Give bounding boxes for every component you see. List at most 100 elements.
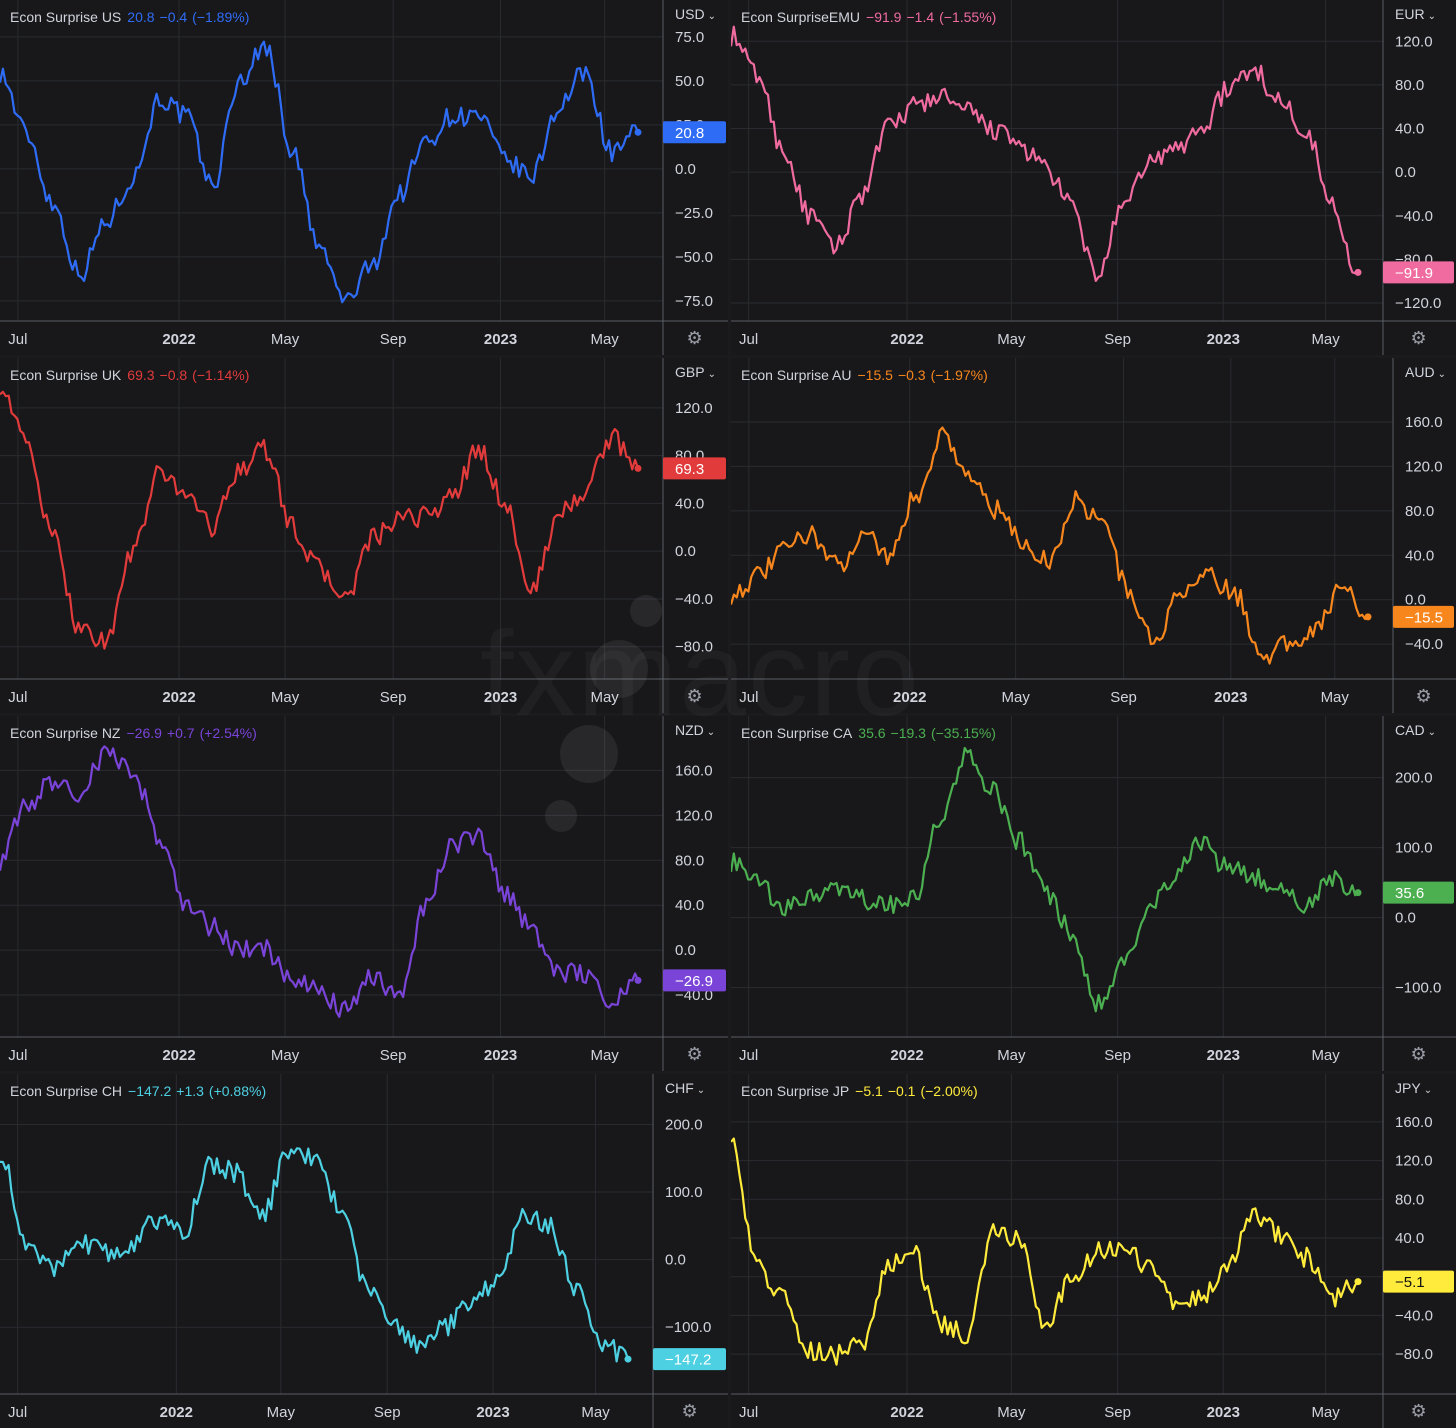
price-badge	[1383, 881, 1454, 904]
y-tick-label: −40.0	[1395, 208, 1433, 225]
chart-svg: 160.0120.080.040.00.0−40.0−80.0−5.1Jul20…	[731, 1074, 1456, 1428]
panel-au[interactable]: 160.0 120.0 80.0 40.0 0.0 −40.0 −15.5 Jul 2022 Ma…	[731, 358, 1456, 713]
chart-svg: 200.0 100.0 0.0 −100.0 35.6 Jul 2022 May Sep 2023…	[731, 716, 1456, 1071]
chart-svg: 75.050.025.00.0−25.0−50.0−75.020.8Jul202…	[0, 0, 728, 355]
legend-pct: (−35.15%)	[930, 725, 996, 741]
gear-icon[interactable]: ⚙	[1410, 328, 1427, 348]
legend-change: −0.8	[159, 367, 188, 383]
panel-ch[interactable]: 200.0 100.0 0.0 −100.0 −147.2 Jul 2022 May Sep 20…	[0, 1074, 728, 1428]
legend-pct: (+2.54%)	[199, 725, 257, 741]
currency-selector[interactable]: NZD ⌄	[675, 722, 715, 738]
panel-nz[interactable]: 160.0 120.0 80.0 40.0 0.0 −40.0 −26.9 Jul 2022 Ma…	[0, 716, 728, 1071]
x-tick-label: Sep	[1104, 331, 1131, 348]
y-tick-label: 200.0	[665, 1116, 703, 1133]
price-badge	[663, 969, 726, 992]
panel-emu[interactable]: 120.0 80.0 40.0 0.0 −40.0 −80.0 −120.0 −91.9 Jul…	[731, 0, 1456, 355]
gear-icon[interactable]: ⚙	[1415, 686, 1432, 706]
x-tick-label: May	[997, 1404, 1026, 1421]
x-tick-label: 2022	[890, 1047, 923, 1064]
legend-change: −0.3	[897, 367, 926, 383]
legend-title: Econ SurpriseEMU	[741, 9, 861, 25]
x-tick-label: Jul	[739, 1047, 758, 1064]
chart-svg: 200.0 100.0 0.0 −100.0 −147.2 Jul 2022 May Sep 20…	[0, 1074, 728, 1428]
currency-selector[interactable]: CAD ⌄	[1395, 722, 1436, 738]
currency-selector[interactable]: JPY ⌄	[1395, 1080, 1432, 1096]
gear-icon[interactable]: ⚙	[1410, 1044, 1427, 1064]
y-tick-label: 0.0	[675, 942, 696, 959]
y-tick-label: −40.0	[1405, 636, 1443, 653]
legend-au: Econ Surprise AU −15.5 −0.3 (−1.97%)	[741, 367, 993, 383]
chevron-down-icon: ⌄	[707, 11, 716, 22]
panel-jp[interactable]: 160.0120.080.040.00.0−40.0−80.0−5.1Jul20…	[731, 1074, 1456, 1428]
y-tick-label: 40.0	[1405, 547, 1434, 564]
legend-title: Econ Surprise CH	[10, 1083, 123, 1099]
currency-selector[interactable]: USD ⌄	[675, 6, 716, 22]
x-tick-label: Sep	[380, 331, 407, 348]
legend-pct: (−1.89%)	[192, 9, 250, 25]
y-tick-label: 80.0	[1395, 1191, 1424, 1208]
legend-change: −0.4	[159, 9, 188, 25]
price-badge-label: 69.3	[675, 461, 704, 478]
y-tick-label: 0.0	[1395, 164, 1416, 181]
price-badge	[1383, 1270, 1454, 1293]
y-tick-label: −80.0	[675, 639, 713, 656]
y-tick-label: 80.0	[1395, 77, 1424, 94]
chart-svg: 120.080.040.00.0−40.0−80.0−120.0−91.9Jul…	[731, 0, 1456, 355]
y-tick-label: 80.0	[1405, 503, 1434, 520]
y-tick-label: 40.0	[675, 897, 704, 914]
y-tick-label: −25.0	[675, 205, 713, 222]
last-value-dot	[1354, 889, 1362, 897]
x-tick-label: 2022	[162, 331, 195, 348]
y-tick-label: 120.0	[1395, 33, 1433, 50]
gear-icon[interactable]: ⚙	[1410, 1401, 1427, 1421]
price-badge-label: −15.5	[1405, 609, 1443, 626]
x-tick-label: 2022	[890, 331, 923, 348]
legend-value: −147.2	[128, 1083, 172, 1099]
series-line	[0, 40, 640, 304]
y-tick-label: 50.0	[675, 73, 704, 90]
legend-title: Econ Surprise UK	[10, 367, 122, 383]
x-tick-label: May	[590, 689, 619, 706]
chevron-down-icon: ⌄	[706, 727, 716, 738]
chevron-down-icon: ⌄	[696, 1085, 706, 1096]
legend-us: Econ Surprise US 20.8 −0.4 (−1.89%)	[10, 9, 254, 25]
legend-emu: Econ SurpriseEMU −91.9 −1.4 (−1.55%)	[741, 9, 1001, 25]
gear-icon[interactable]: ⚙	[686, 686, 703, 706]
gear-icon[interactable]: ⚙	[686, 328, 703, 348]
price-badge-label: −5.1	[1395, 1274, 1425, 1291]
last-value-dot	[1354, 268, 1362, 276]
y-tick-label: 40.0	[1395, 1230, 1424, 1247]
panel-us[interactable]: 75.050.025.00.0−25.0−50.0−75.020.8Jul202…	[0, 0, 728, 355]
legend-change: −19.3	[890, 725, 926, 741]
price-badge	[1393, 605, 1454, 628]
currency-label: AUD	[1405, 364, 1435, 380]
gear-icon[interactable]: ⚙	[686, 1044, 703, 1064]
legend-uk: Econ Surprise UK 69.3 −0.8 (−1.14%)	[10, 367, 254, 383]
legend-value: −15.5	[857, 367, 893, 383]
x-tick-label: May	[271, 689, 300, 706]
legend-title: Econ Surprise AU	[741, 367, 852, 383]
legend-change: −0.1	[887, 1083, 916, 1099]
y-tick-label: 75.0	[675, 29, 704, 46]
x-tick-label: Sep	[380, 1047, 407, 1064]
gear-icon[interactable]: ⚙	[681, 1401, 698, 1421]
x-tick-label: May	[271, 331, 300, 348]
y-tick-label: 0.0	[675, 543, 696, 560]
y-tick-label: 100.0	[1395, 840, 1433, 857]
currency-selector[interactable]: CHF ⌄	[665, 1080, 705, 1096]
price-badge	[663, 121, 726, 144]
x-tick-label: Sep	[380, 689, 407, 706]
currency-selector[interactable]: EUR ⌄	[1395, 6, 1436, 22]
currency-label: CHF	[665, 1080, 694, 1096]
chevron-down-icon: ⌄	[1437, 369, 1446, 380]
legend-change: +1.3	[176, 1083, 204, 1099]
x-tick-label: May	[1311, 1404, 1340, 1421]
panel-uk[interactable]: 120.0 80.0 40.0 0.0 −40.0 −80.0 69.3 Jul 2022 May…	[0, 358, 728, 713]
series-line	[731, 746, 1359, 1013]
currency-selector[interactable]: GBP ⌄	[675, 364, 716, 380]
y-tick-label: 0.0	[675, 161, 696, 178]
panel-ca[interactable]: 200.0 100.0 0.0 −100.0 35.6 Jul 2022 May Sep 2023…	[731, 716, 1456, 1071]
y-tick-label: −40.0	[1395, 1307, 1433, 1324]
currency-selector[interactable]: AUD ⌄	[1405, 364, 1446, 380]
x-tick-label: Jul	[739, 689, 758, 706]
